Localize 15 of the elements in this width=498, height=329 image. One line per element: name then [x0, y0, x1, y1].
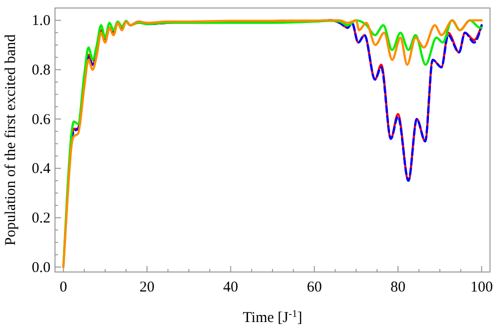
- x-tick-label: 100: [470, 280, 493, 296]
- y-axis-title: Population of the first excited band: [3, 34, 19, 246]
- x-axis-title: Time [J$^{-1}$]: [242, 308, 302, 326]
- x-tick-label: 60: [306, 280, 322, 296]
- x-tick-label: 20: [140, 280, 155, 296]
- x-tick-label: 80: [390, 280, 406, 296]
- line-series: [62, 19, 483, 268]
- y-tick-label: 0.4: [32, 161, 51, 178]
- y-tick-label: 0.8: [32, 62, 50, 78]
- y-tick-label: 0.6: [32, 112, 51, 128]
- y-tick-label: 1.0: [32, 13, 50, 30]
- x-tick-label: 40: [223, 280, 238, 296]
- y-tick-label: 0.0: [32, 260, 50, 276]
- y-tick-label: 0.2: [32, 210, 50, 227]
- x-tick-label: 0: [60, 280, 68, 296]
